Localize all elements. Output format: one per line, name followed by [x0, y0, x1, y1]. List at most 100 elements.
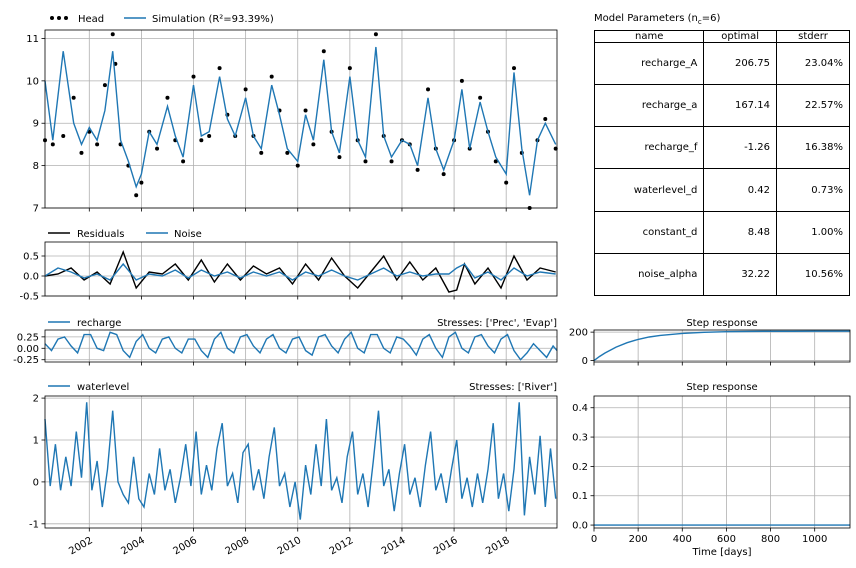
y-tick-label: 0.3 — [572, 433, 588, 444]
data-point — [199, 138, 204, 143]
x-tick-label: 0 — [591, 534, 597, 545]
parameters-table: name optimal stderr recharge_A 206.75 23.0… — [593, 30, 851, 297]
y-tick-label: -1 — [29, 519, 39, 530]
x-tick-label: 200 — [629, 534, 648, 545]
data-point — [415, 167, 420, 172]
legend-marker-head — [50, 16, 54, 20]
step-response-title: Step response — [686, 382, 757, 393]
y-tick-label: -0.5 — [19, 292, 39, 303]
data-point — [295, 163, 300, 168]
legend-label-noise: Noise — [174, 229, 202, 240]
param-optimal: 167.14 — [703, 84, 777, 128]
data-point — [165, 95, 170, 100]
x-tick-label: 2004 — [119, 535, 147, 557]
data-point — [155, 146, 160, 151]
data-point — [139, 180, 144, 185]
table-row: noise_alpha 32.22 10.56% — [593, 252, 851, 297]
table-row: recharge_f -1.26 16.38% — [593, 126, 851, 170]
x-tick-label: 600 — [717, 534, 736, 545]
param-name: noise_alpha — [593, 252, 705, 297]
series-line-recharge-step — [593, 330, 850, 362]
data-point — [373, 32, 378, 37]
parameters-title: Model Parameters (nc=6) — [594, 13, 721, 26]
data-point — [243, 87, 248, 92]
y-tick-label: 0.0 — [572, 521, 588, 532]
param-stderr: 23.04% — [775, 41, 851, 86]
param-stderr: 1.00% — [775, 210, 851, 254]
axes-frame — [44, 29, 558, 209]
data-point — [311, 142, 316, 147]
series-line-Simulation — [44, 46, 557, 196]
data-point — [259, 150, 264, 155]
column-header-stderr: stderr — [775, 30, 851, 43]
data-point — [207, 133, 212, 138]
table-row: waterlevel_d 0.42 0.73% — [593, 168, 851, 212]
panel-step-response-recharge — [590, 329, 851, 366]
legend-label-head: Head — [78, 14, 104, 25]
data-point — [191, 74, 196, 79]
stresses-title-waterlevel: Stresses: ['River'] — [469, 382, 557, 393]
y-tick-label: 0.00 — [17, 344, 39, 355]
y-tick-label: -0.25 — [13, 355, 39, 366]
column-header-name: name — [593, 30, 705, 43]
param-stderr: 22.57% — [775, 84, 851, 128]
data-point — [134, 193, 139, 198]
x-tick-label: 2008 — [224, 535, 252, 557]
x-tick-label: 2012 — [328, 535, 356, 557]
axes-frame — [593, 395, 851, 529]
data-point — [217, 66, 222, 71]
y-tick-label: 200 — [569, 328, 588, 339]
data-point — [95, 142, 100, 147]
data-point — [102, 83, 107, 88]
panel-head-simulation — [41, 29, 558, 212]
x-tick-label: 2018 — [484, 535, 512, 557]
data-point — [389, 159, 394, 164]
y-tick-label: 0.4 — [572, 403, 588, 414]
param-name: recharge_A — [593, 41, 705, 86]
y-tick-label: 9 — [33, 119, 39, 130]
y-tick-label: 0.25 — [17, 332, 39, 343]
data-point — [363, 159, 368, 164]
x-tick-label: 2002 — [67, 535, 95, 557]
data-point — [493, 159, 498, 164]
data-point — [71, 95, 76, 100]
y-tick-label: 2 — [33, 394, 39, 405]
param-optimal: 206.75 — [703, 41, 777, 86]
x-tick-label: 2016 — [432, 535, 460, 557]
data-point — [543, 117, 548, 121]
data-point — [303, 108, 308, 113]
axes-frame — [44, 241, 558, 297]
data-point — [478, 95, 483, 100]
param-optimal: -1.26 — [703, 126, 777, 170]
param-name: constant_d — [593, 210, 705, 254]
data-point — [181, 159, 186, 164]
column-header-optimal: optimal — [703, 30, 777, 43]
data-point — [321, 49, 326, 54]
stresses-title-recharge: Stresses: ['Prec', 'Evap'] — [437, 318, 557, 329]
y-tick-label: 1 — [33, 436, 39, 447]
data-point — [426, 87, 431, 92]
data-point — [269, 74, 274, 79]
data-point — [347, 66, 352, 71]
y-tick-label: 8 — [33, 161, 39, 172]
x-tick-label: 2010 — [276, 535, 304, 557]
data-point — [441, 172, 446, 177]
legend-marker-head — [64, 16, 68, 20]
y-tick-label: 7 — [33, 204, 39, 215]
legend-label-recharge: recharge — [77, 318, 121, 329]
param-stderr: 16.38% — [775, 126, 851, 170]
legend-label-waterlevel: waterlevel — [77, 382, 129, 393]
param-name: waterlevel_d — [593, 168, 705, 212]
y-tick-label: 11 — [26, 34, 39, 45]
table-row: constant_d 8.48 1.00% — [593, 210, 851, 254]
axes-frame — [44, 395, 558, 529]
y-tick-label: 0.5 — [23, 252, 39, 263]
data-point — [512, 66, 517, 71]
param-optimal: 0.42 — [703, 168, 777, 212]
data-point — [337, 155, 342, 160]
panel-recharge — [41, 329, 558, 366]
step-response-title: Step response — [686, 318, 757, 329]
table-row: recharge_a 167.14 22.57% — [593, 84, 851, 128]
axes-frame — [593, 329, 851, 363]
data-point — [61, 133, 66, 138]
